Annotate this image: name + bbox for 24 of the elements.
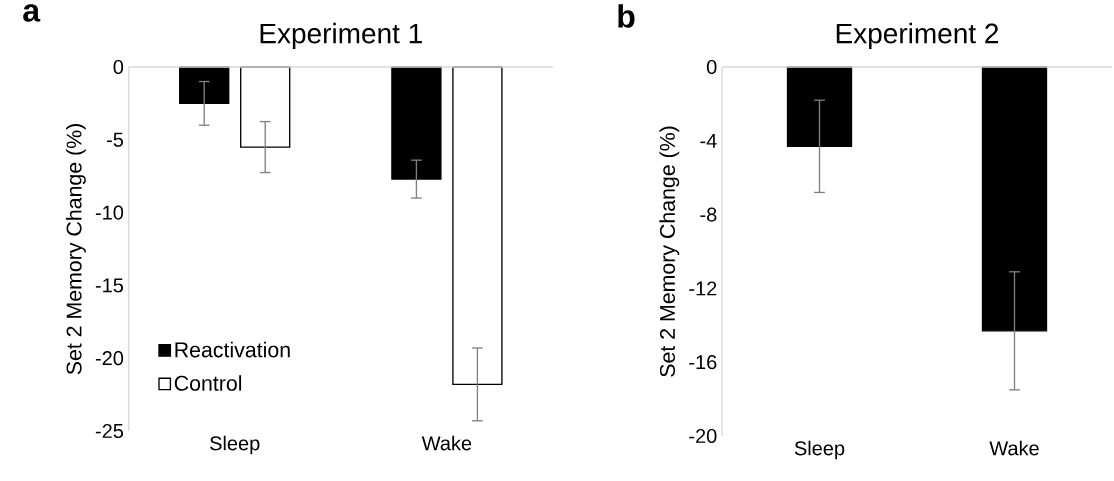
y-tick-label: 0	[706, 59, 717, 75]
y-tick-label: -15	[95, 278, 124, 293]
text: b	[618, 4, 635, 28]
x-tick-label: Wake	[421, 435, 472, 451]
y-tick-label: -20	[95, 351, 124, 366]
y-tick-label: -5	[107, 132, 124, 147]
y-tick-label: -8	[700, 207, 717, 222]
y-axis-title: Set 2 Memory Change (%)	[659, 126, 680, 377]
chart-title: Experiment 1	[260, 22, 422, 49]
y-tick-label: -16	[689, 355, 717, 370]
legend-label: Reactivation	[175, 341, 290, 358]
y-axis-title: Set 2 Memory Change (%)	[65, 124, 86, 375]
y-tick-label: -20	[689, 428, 717, 444]
y-tick-label: -4	[700, 133, 717, 148]
legend-label: Control	[174, 375, 242, 391]
x-tick-label: Wake	[989, 440, 1039, 456]
text: a	[23, 4, 41, 22]
y-tick-label: -10	[95, 205, 124, 220]
chart-title: Experiment 2	[836, 22, 999, 49]
y-tick-label: 0	[113, 59, 124, 75]
x-tick-label: Sleep	[794, 440, 845, 460]
y-tick-label: -25	[95, 423, 124, 439]
x-tick-label: Sleep	[210, 435, 260, 455]
y-tick-label: -12	[689, 281, 717, 296]
